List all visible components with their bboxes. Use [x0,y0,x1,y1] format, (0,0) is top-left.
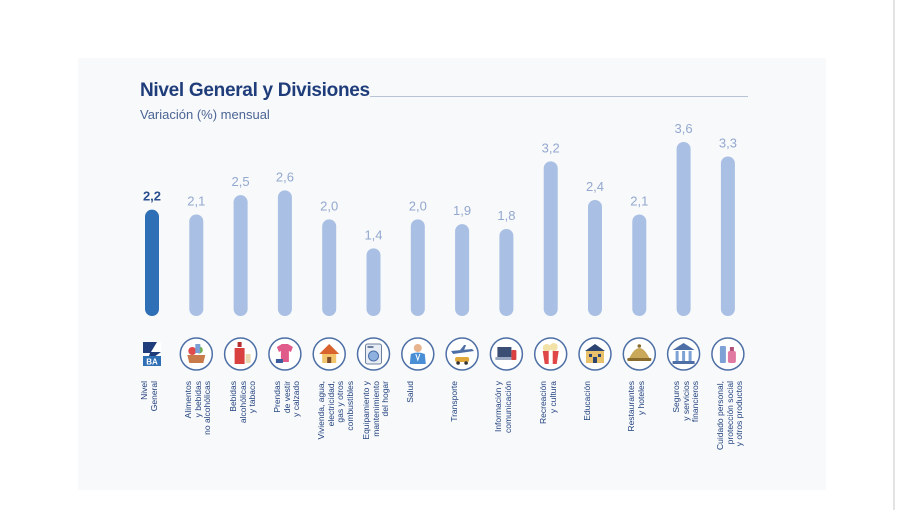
value-label-1: 2,1 [187,194,205,209]
food-basket-icon [179,337,214,371]
value-label-3: 2,6 [276,169,294,184]
cloche-icon [622,337,657,371]
bar-0 [145,209,159,316]
svg-text:BA: BA [146,358,158,367]
category-label-11: Restaurantes y hoteles [626,381,646,432]
doctor-icon [401,337,435,371]
ipcba-logo-icon: BA [143,342,161,367]
value-label-12: 3,6 [675,121,693,136]
chart-title: Nivel General y Divisiones [140,80,370,101]
popcorn-icon [533,337,568,371]
bar-3 [277,190,292,316]
category-label-10: Educación [582,381,592,421]
bar-11 [632,214,647,316]
value-label-2: 2,5 [232,174,250,189]
airplane-car-icon [445,337,479,371]
category-label-13: Cuidado personal, protección social y ot… [714,381,744,450]
value-label-9: 3,2 [542,140,560,155]
category-label-9: Recreación y cultura [537,381,558,424]
bar-2 [233,195,248,316]
bar-5 [366,248,381,316]
value-label-4: 2,0 [320,198,338,213]
category-label-12: Seguros y servicios financieros [670,381,700,423]
bar-6 [410,219,425,316]
bar-4 [322,219,337,316]
bar-10 [588,200,602,316]
bar-1 [189,214,204,316]
bar-9 [543,161,558,316]
chart-subtitle: Variación (%) mensual [140,107,270,122]
category-label-1: Alimentos y bebidas no alcohólicas [183,381,213,435]
value-label-11: 2,1 [630,194,648,209]
bar-13 [720,156,735,316]
category-label-7: Transporte [449,381,460,422]
bank-icon [666,337,701,371]
category-label-6: Salud [404,381,415,403]
value-label-0: 2,2 [143,189,161,204]
bottle-icon [223,337,258,371]
laptop-phone-icon [489,337,524,371]
bar-12 [676,142,691,316]
washing-machine-icon [356,337,391,371]
school-icon [578,337,612,371]
value-label-6: 2,0 [409,198,427,213]
category-label-2: Bebidas alcohólicas y tabaco [227,381,257,424]
category-label-0: Nivel General [139,381,159,412]
value-label-8: 1,8 [497,208,515,223]
bar-8 [499,229,514,316]
right-border [893,0,895,510]
category-label-3: Prendas de vestir y calzado [271,381,301,417]
value-label-5: 1,4 [364,227,382,242]
value-label-7: 1,9 [453,203,471,218]
title-divider [370,96,748,97]
category-label-8: Información y comunicación [493,381,513,433]
personal-care-icon [711,337,745,371]
category-label-4: Vivienda, agua, electricidad, gas y otro… [316,381,355,440]
bar-7 [455,224,470,316]
house-icon [312,337,346,371]
category-label-5: Equipamiento y mantenimiento del hogar [360,381,390,440]
value-label-10: 2,4 [586,179,604,194]
value-label-13: 3,3 [719,136,737,151]
clothing-icon [268,337,302,371]
